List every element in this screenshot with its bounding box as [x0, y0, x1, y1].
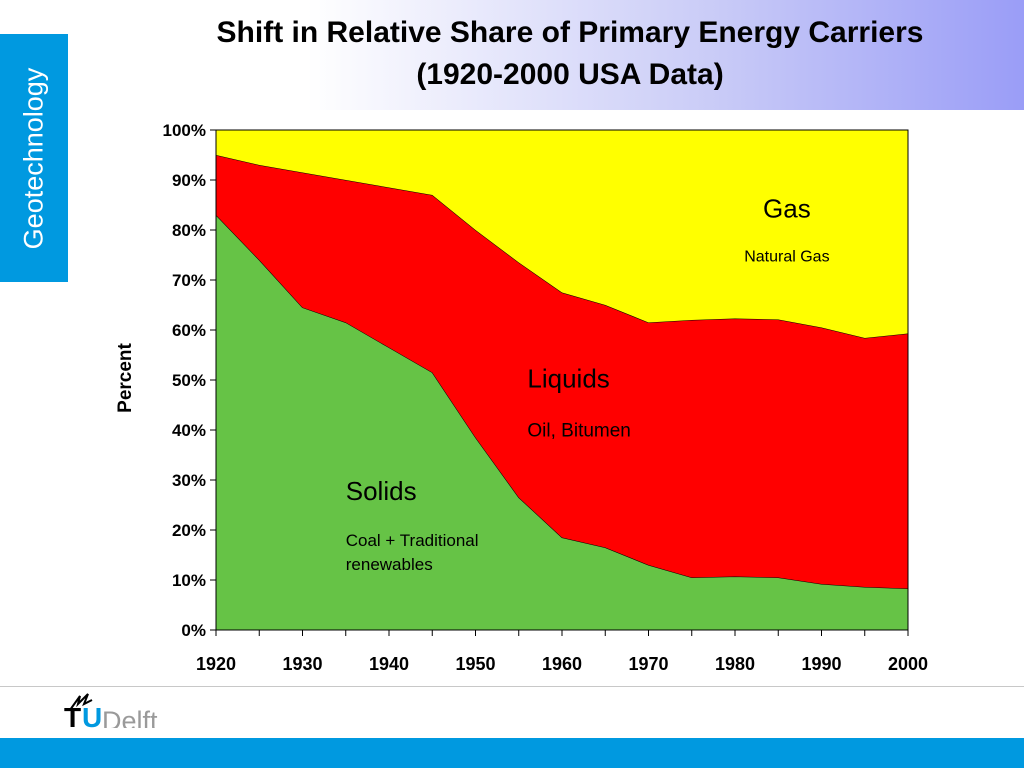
flame-icon: [69, 693, 93, 711]
x-tick-label: 1950: [455, 654, 495, 674]
y-tick-label: 100%: [163, 121, 206, 140]
y-tick-label: 70%: [172, 271, 206, 290]
area-liquids: [216, 155, 908, 589]
area-gas: [216, 130, 908, 338]
slide-title-line2: (1920-2000 USA Data): [416, 58, 724, 91]
y-tick-label: 50%: [172, 371, 206, 390]
logo-letter-u: U: [82, 702, 103, 733]
chart-areas: [215, 130, 909, 630]
x-tick-label: 1960: [542, 654, 582, 674]
x-tick-label: 1990: [801, 654, 841, 674]
tudelft-logo: T U Delft: [62, 693, 172, 738]
series-label-gas: Gas: [763, 194, 811, 224]
y-tick-label: 40%: [172, 421, 206, 440]
x-tick-label: 1920: [196, 654, 236, 674]
side-tab: Geotechnology: [0, 34, 68, 282]
series-subtitle-gas: Natural Gas: [744, 249, 829, 266]
x-tick-label: 1980: [715, 654, 755, 674]
x-tick-label: 2000: [888, 654, 928, 674]
area-solids: [216, 215, 908, 630]
series-subtitle-liquids: Oil, Bitumen: [527, 421, 630, 442]
footer-divider: [0, 686, 1024, 687]
y-tick-label: 0%: [181, 621, 206, 640]
title-band: [0, 0, 1024, 110]
y-tick-label: 30%: [172, 471, 206, 490]
series-subtitle-solids-line1: Coal + Traditional: [346, 531, 479, 550]
slide-title-line1: Shift in Relative Share of Primary Energ…: [216, 16, 924, 49]
y-tick-label: 90%: [172, 171, 206, 190]
stacked-area-chart: 1920 1930 1940 1950 1960 1970 1980 1990 2000 0%1…: [115, 121, 928, 674]
slide-title: Shift in Relative Share of Primary Energ…: [70, 12, 1024, 96]
x-tick-label: 1930: [282, 654, 322, 674]
logo-word-delft: Delft: [102, 706, 158, 728]
series-label-solids: Solids: [346, 476, 417, 506]
series-label-liquids: Liquids: [527, 364, 609, 394]
logo-letter-t: T: [64, 702, 82, 733]
footer-bar: [0, 738, 1024, 768]
series-subtitle-solids-line2: renewables: [346, 555, 433, 574]
series-annotations: Solids Coal + Traditional renewables Liquid…: [346, 194, 830, 575]
y-axis-label: Percent: [115, 342, 136, 412]
x-axis: 1920 1930 1940 1950 1960 1970 1980 1990 2000: [196, 630, 928, 674]
y-tick-label: 60%: [172, 321, 206, 340]
y-tick-label: 80%: [172, 221, 206, 240]
y-tick-label: 20%: [172, 521, 206, 540]
y-axis: 0% 10% 20% 30% 40% 50% 60% 70% 80% 90% 100%: [163, 121, 216, 640]
x-tick-label: 1940: [369, 654, 409, 674]
x-tick-label: 1970: [628, 654, 668, 674]
y-tick-label: 10%: [172, 571, 206, 590]
